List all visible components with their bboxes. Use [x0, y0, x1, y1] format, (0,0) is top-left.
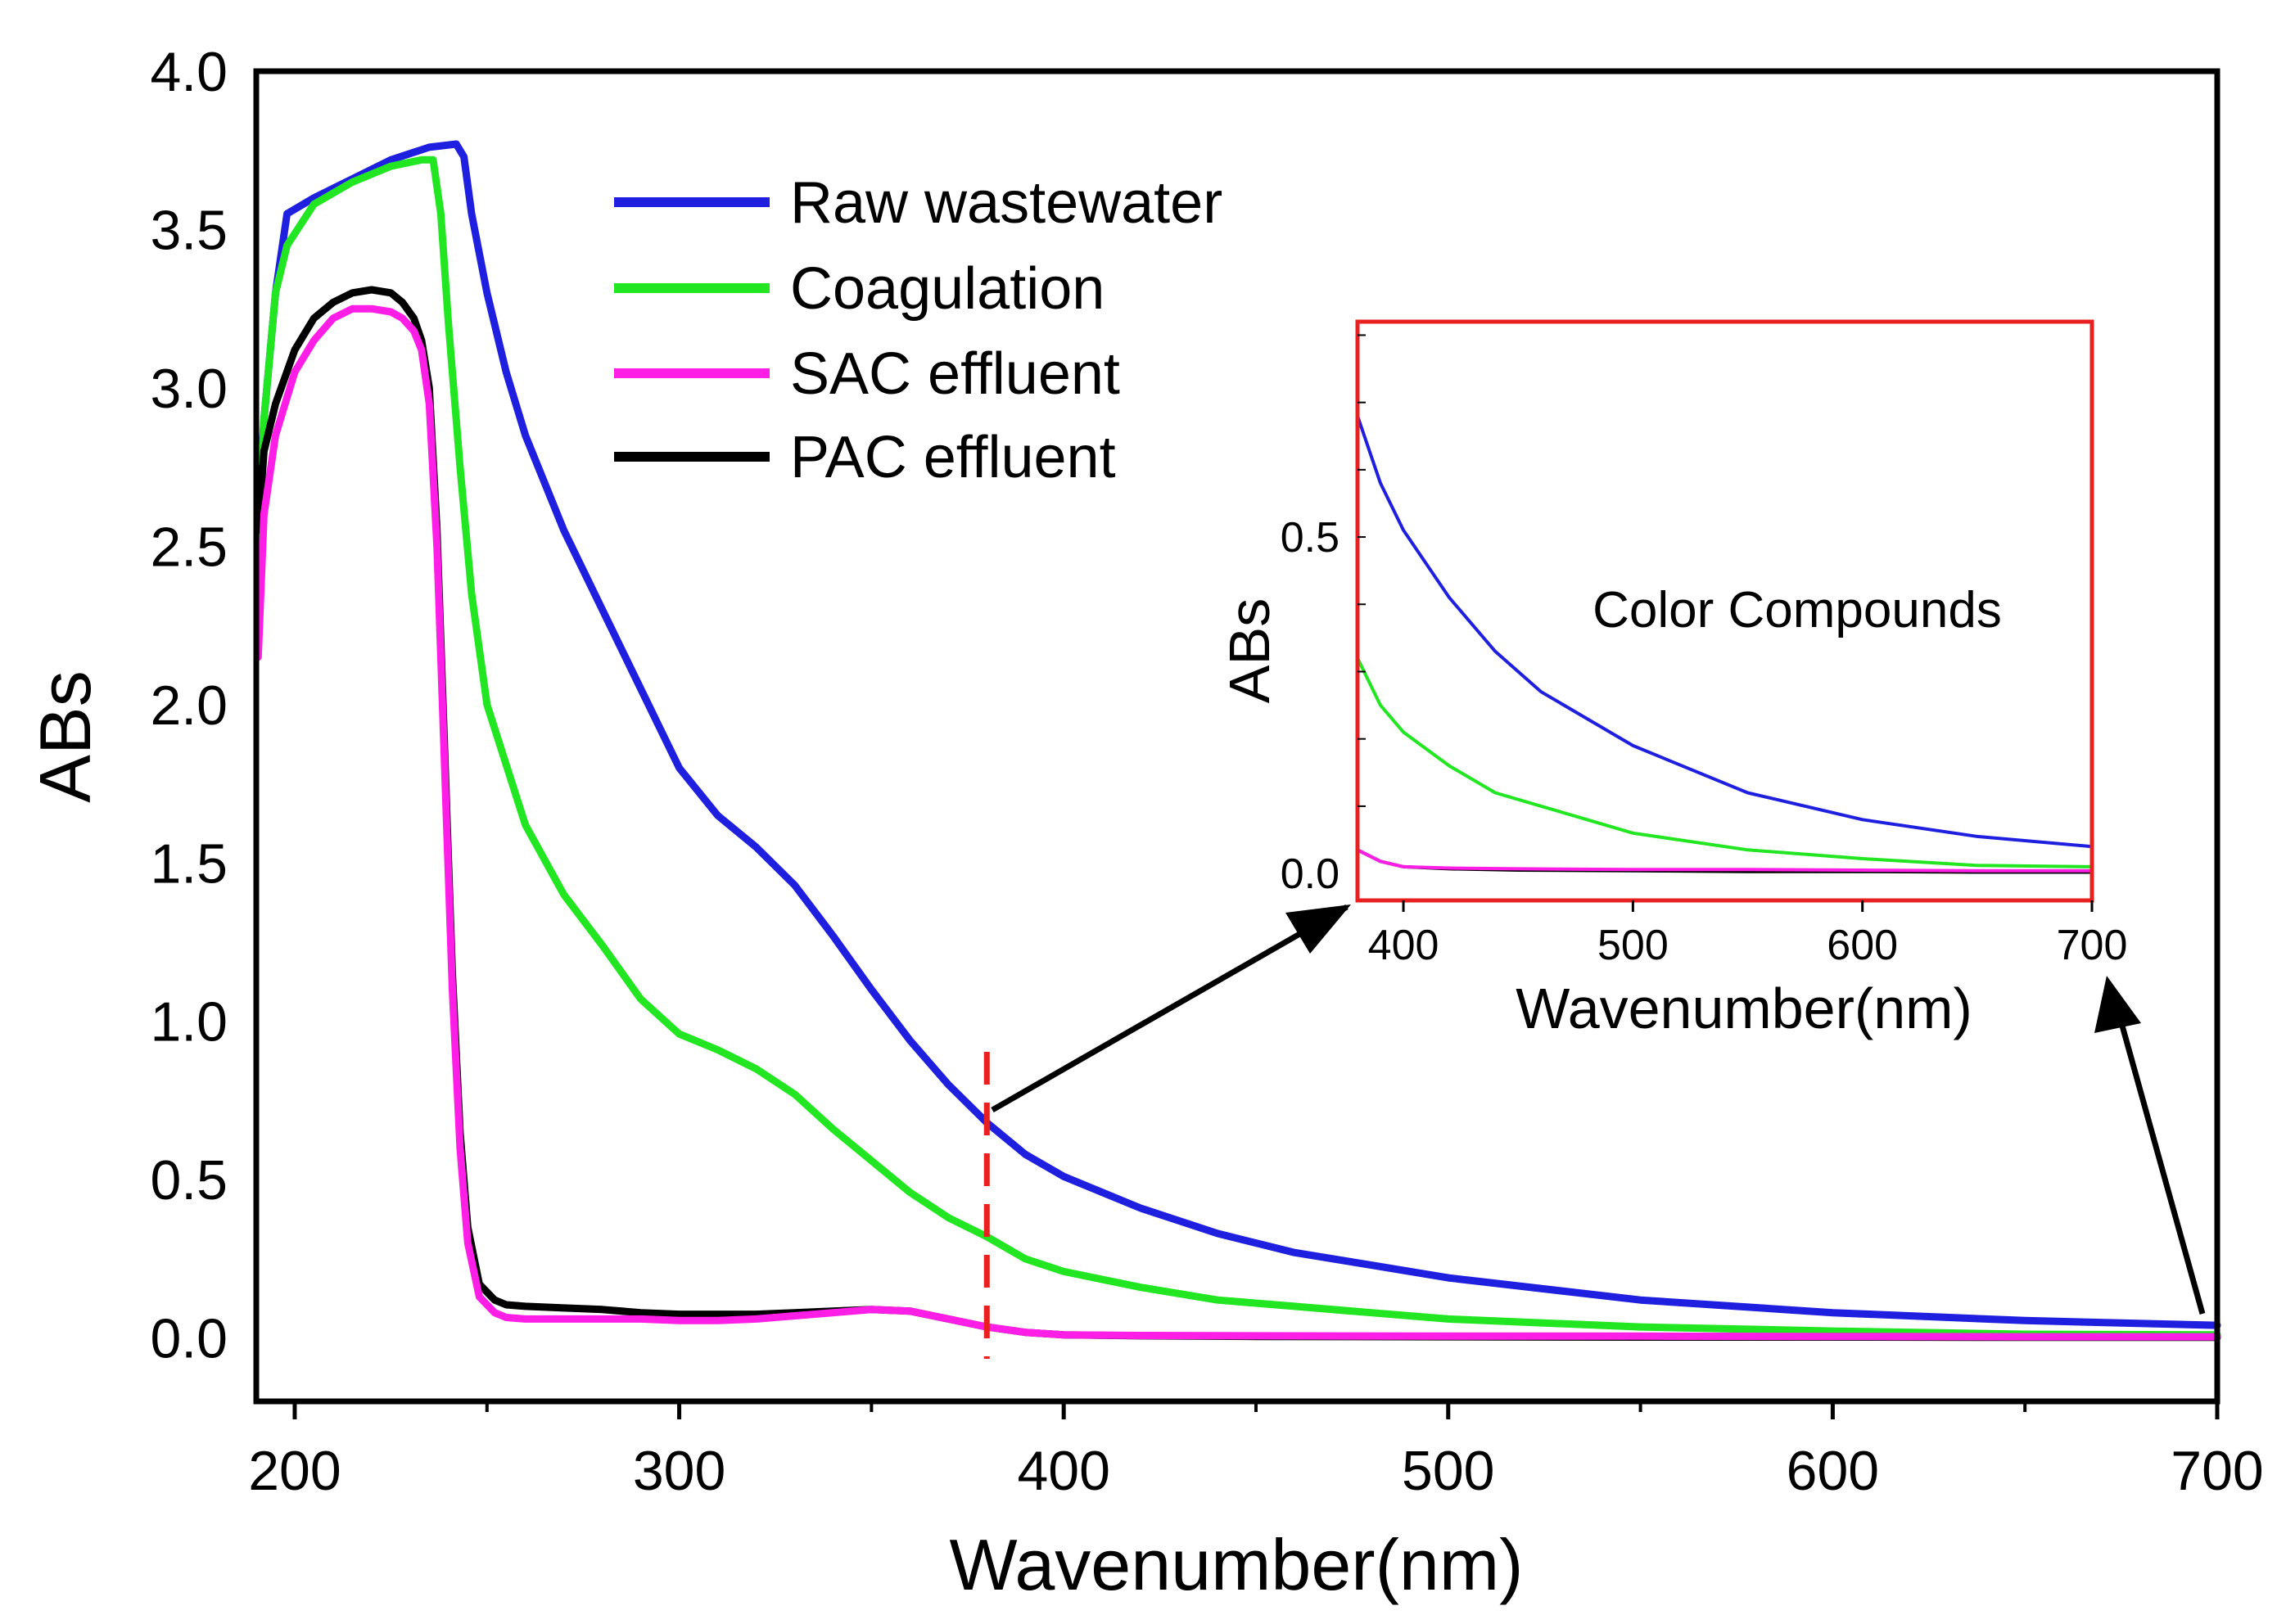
main-series-group — [254, 140, 2221, 1342]
y-tick-label-4.0: 4.0 — [150, 41, 228, 103]
zoom-arrowhead-left — [1285, 904, 1351, 954]
main-plot: 200 300 400 500 600 700 0.0 0.5 1.0 1.5 2.0 2.5 3.0 3… — [25, 41, 2264, 1605]
inset-y-tick-label-0.5: 0.5 — [1281, 514, 1340, 562]
inset-background — [1358, 322, 2092, 900]
y-tick-label-1.5: 1.5 — [150, 832, 228, 895]
y-tick-label-0.5: 0.5 — [150, 1149, 228, 1211]
x-tick-label-500: 500 — [1402, 1440, 1494, 1502]
legend-label-raw-wastewater: Raw wastewater — [790, 170, 1222, 236]
inset-series-line-raw-wastewater — [1356, 414, 2094, 849]
legend-label-pac-effluent: PAC effluent — [790, 425, 1116, 490]
inset-tick-group: 400 500 600 700 0.0 0.5 — [1281, 334, 2128, 969]
main-tick-group: 200 300 400 500 600 700 0.0 0.5 1.0 1.5 2.0 2.5 3.0 3… — [150, 41, 2263, 1502]
main-x-axis-title: Wavenumber(nm) — [950, 1524, 1524, 1605]
y-tick-label-2.5: 2.5 — [150, 516, 228, 578]
inset-series-group — [1356, 414, 2094, 874]
legend: Raw wastewater Coagulation SAC effluent … — [614, 170, 1222, 490]
inset-series-line-coagulation — [1356, 656, 2094, 868]
inset-series-line-sac-effluent — [1356, 848, 2094, 873]
inset-x-tick-label-500: 500 — [1597, 922, 1669, 969]
y-tick-label-2.0: 2.0 — [150, 674, 228, 737]
legend-label-coagulation: Coagulation — [790, 256, 1105, 322]
series-line-sac-effluent — [254, 304, 2221, 1341]
y-tick-label-3.0: 3.0 — [150, 358, 228, 420]
x-tick-label-300: 300 — [633, 1440, 725, 1502]
main-plot-frame — [253, 68, 2220, 1405]
y-tick-label-1.0: 1.0 — [150, 991, 228, 1053]
x-tick-label-200: 200 — [248, 1440, 341, 1502]
series-line-raw-wastewater — [254, 140, 2221, 1329]
zoom-arrow-right — [2109, 990, 2206, 1315]
inset-plot-frame — [1355, 319, 2094, 903]
inset-x-axis-title: Wavenumber(nm) — [1516, 977, 1972, 1040]
zoom-arrow-left — [991, 904, 1349, 1113]
x-tick-label-700: 700 — [2171, 1440, 2263, 1502]
legend-label-sac-effluent: SAC effluent — [790, 341, 1120, 407]
inset-plot: 400 500 600 700 0.0 0.5 Color Compounds Waven… — [1218, 319, 2128, 1040]
y-tick-label-0.0: 0.0 — [150, 1308, 228, 1370]
x-tick-label-600: 600 — [1787, 1440, 1879, 1502]
y-tick-label-3.5: 3.5 — [150, 199, 228, 261]
main-y-axis-title: ABs — [25, 670, 106, 802]
inset-x-tick-label-700: 700 — [2057, 922, 2128, 969]
x-tick-label-400: 400 — [1017, 1440, 1109, 1502]
inset-x-tick-label-600: 600 — [1827, 922, 1898, 969]
inset-annotation: Color Compounds — [1592, 582, 2002, 638]
inset-y-axis-title: ABs — [1218, 598, 1281, 703]
inset-x-tick-label-400: 400 — [1368, 922, 1439, 969]
zoom-arrowhead-right — [2094, 976, 2141, 1033]
inset-y-tick-label-0.0: 0.0 — [1281, 850, 1340, 898]
series-line-coagulation — [254, 156, 2221, 1339]
